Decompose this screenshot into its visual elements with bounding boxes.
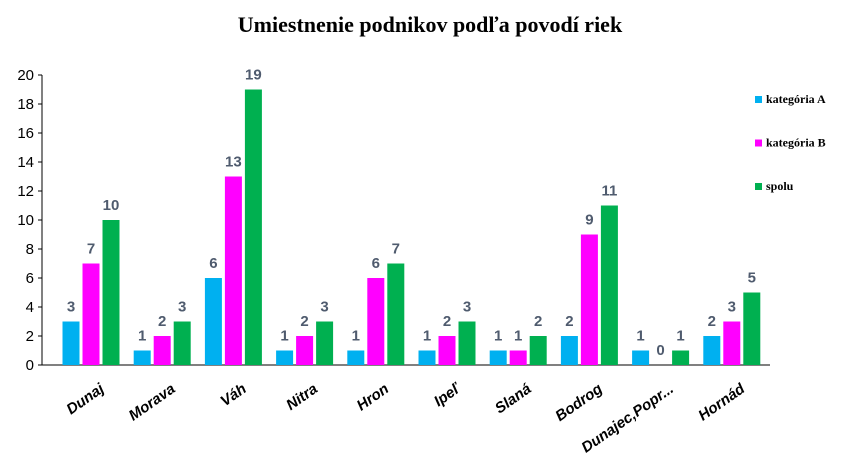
y-tick-label: 20 (17, 67, 34, 84)
legend-swatch (755, 96, 762, 103)
bar (580, 234, 598, 365)
y-tick-label: 18 (17, 96, 34, 113)
bar (62, 321, 80, 365)
data-label: 6 (209, 255, 217, 272)
data-label: 9 (585, 212, 593, 229)
y-tick-label: 2 (26, 328, 34, 345)
data-label: 2 (565, 313, 573, 330)
bar (632, 350, 650, 365)
data-label: 3 (463, 299, 471, 316)
x-tick-label: Váh (217, 380, 249, 410)
data-label: 10 (103, 197, 120, 214)
bar (672, 350, 690, 365)
y-tick-label: 8 (26, 241, 34, 258)
data-label: 0 (656, 342, 664, 359)
bar (296, 336, 314, 365)
data-label: 2 (708, 313, 716, 330)
bar (600, 205, 618, 365)
bar (347, 350, 365, 365)
legend-label: kategória B (766, 136, 826, 150)
bar (133, 350, 151, 365)
x-tick-label: Hron (354, 380, 392, 414)
data-label: 2 (534, 313, 542, 330)
bar (458, 321, 476, 365)
data-label: 2 (158, 313, 166, 330)
bar (509, 350, 527, 365)
data-label: 1 (138, 328, 146, 345)
legend-label: kategória A (766, 92, 826, 106)
bar (560, 336, 578, 365)
bar (316, 321, 334, 365)
bar (276, 350, 294, 365)
data-label: 2 (300, 313, 308, 330)
data-label: 1 (494, 328, 502, 345)
bar (418, 350, 436, 365)
bar (173, 321, 191, 365)
bar (204, 278, 222, 365)
data-label: 1 (514, 328, 522, 345)
x-tick-label: Nitra (283, 380, 321, 414)
data-label: 13 (225, 154, 242, 171)
data-label: 5 (748, 270, 756, 287)
x-tick-label: Morava (126, 380, 179, 424)
y-tick-label: 14 (17, 154, 34, 171)
data-label: 1 (636, 328, 644, 345)
x-tick-label: Bodrog (552, 380, 605, 425)
legend-swatch (755, 183, 762, 190)
data-label: 2 (443, 313, 451, 330)
legend-swatch (755, 139, 762, 147)
bar (743, 292, 761, 365)
data-label: 3 (178, 299, 186, 316)
x-tick-label: Hornád (695, 380, 748, 425)
y-tick-label: 4 (26, 299, 34, 316)
y-tick-label: 10 (17, 212, 34, 229)
bar (367, 278, 385, 365)
x-tick-label: Slaná (492, 380, 535, 417)
data-label: 1 (423, 328, 431, 345)
bar (489, 350, 507, 365)
data-label: 19 (245, 67, 262, 84)
bar (153, 336, 171, 365)
bar (224, 176, 242, 365)
bar (529, 336, 547, 365)
data-label: 1 (280, 328, 288, 345)
data-label: 1 (676, 328, 684, 345)
bar (438, 336, 456, 365)
y-tick-label: 12 (17, 183, 34, 200)
data-label: 7 (392, 241, 400, 258)
data-label: 7 (87, 241, 95, 258)
y-tick-label: 0 (26, 357, 34, 374)
y-tick-label: 16 (17, 125, 34, 142)
bar (387, 263, 405, 365)
x-tick-label: Dunaj (63, 380, 108, 418)
data-label: 3 (728, 299, 736, 316)
legend-label: spolu (766, 179, 794, 193)
data-label: 1 (352, 328, 360, 345)
bar (703, 336, 721, 365)
bar (723, 321, 741, 365)
data-label: 3 (320, 299, 328, 316)
chart-title: Umiestnenie podnikov podľa povodí riek (238, 12, 623, 37)
bar (102, 220, 120, 365)
y-tick-label: 6 (26, 270, 34, 287)
data-label: 6 (372, 255, 380, 272)
bar (82, 263, 100, 365)
data-label: 3 (67, 299, 75, 316)
bar (244, 89, 262, 365)
x-tick-label: Ipeľ (431, 379, 465, 410)
data-label: 11 (601, 183, 617, 200)
